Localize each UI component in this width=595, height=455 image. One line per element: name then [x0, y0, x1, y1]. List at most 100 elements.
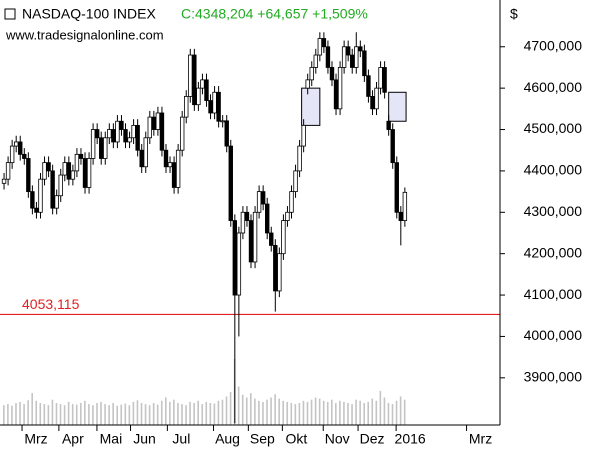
candle-body	[139, 149, 144, 168]
x-tick-label: Okt	[285, 431, 307, 447]
candle-body	[62, 162, 67, 176]
volume-bar	[67, 401, 70, 425]
volume-bar	[335, 403, 337, 425]
volume-bar	[326, 401, 329, 425]
volume-bar	[84, 400, 86, 425]
volume-bar	[15, 403, 17, 425]
candle-body	[54, 195, 59, 209]
candle-body	[1, 178, 7, 184]
volume-bar	[274, 394, 276, 425]
candle-body	[350, 54, 355, 68]
x-tick-label: Jun	[133, 431, 156, 447]
volume-bar	[148, 405, 151, 425]
volume-bar	[375, 400, 378, 425]
candle-body	[240, 211, 246, 234]
volume-bar	[379, 390, 382, 425]
candle-body	[394, 162, 399, 213]
volume-bar	[339, 400, 341, 425]
volume-bar	[51, 399, 54, 425]
volume-bar	[144, 404, 147, 425]
chart-title: NASDAQ-100 INDEX	[22, 6, 156, 22]
volume-bar	[322, 400, 325, 425]
candle-body	[171, 162, 177, 188]
candle-body	[115, 120, 120, 143]
candle-body	[107, 129, 112, 139]
volume-bar	[306, 401, 309, 425]
x-tick-label: Apr	[62, 431, 84, 447]
candle-body	[236, 232, 242, 296]
candle-body	[232, 220, 238, 296]
volume-bar	[19, 401, 21, 425]
volume-bar	[298, 403, 301, 425]
volume-bar	[128, 405, 131, 425]
volume-bar	[278, 398, 280, 425]
candle-body	[256, 191, 262, 213]
volume-bar	[310, 399, 313, 425]
volume-bar	[181, 404, 183, 425]
window-icon[interactable]	[4, 8, 16, 20]
volume-bar	[201, 404, 204, 425]
volume-bar	[399, 396, 402, 425]
volume-bar	[75, 404, 78, 425]
candle-body	[26, 158, 31, 193]
candle-body	[151, 116, 157, 130]
volume-bar	[55, 403, 58, 425]
volume-bar	[35, 400, 38, 425]
volume-bar	[250, 393, 252, 425]
volume-bar	[294, 404, 297, 425]
candle-body	[224, 120, 229, 147]
volume-bar	[164, 397, 167, 425]
x-tick-label: Aug	[215, 431, 240, 447]
candle-body	[260, 191, 266, 205]
candle-body	[333, 79, 339, 110]
y-tick-label: 4600,000	[524, 79, 583, 95]
candle-body	[18, 141, 23, 155]
volume-bar	[63, 405, 66, 425]
volume-bar	[140, 403, 143, 425]
candle-body	[248, 220, 254, 263]
y-tick-label: 4100,000	[524, 286, 583, 302]
volume-bar	[270, 397, 272, 425]
volume-bar	[262, 401, 264, 425]
candle-body	[175, 149, 181, 188]
candle-body	[362, 50, 367, 77]
y-unit: $	[510, 6, 518, 22]
volume-bar	[132, 401, 135, 425]
volume-bar	[391, 404, 394, 425]
candle-body	[390, 129, 395, 164]
volume-bar	[229, 392, 232, 425]
y-tick-label: 4200,000	[524, 244, 583, 260]
candle-body	[297, 145, 302, 172]
candle-body	[212, 91, 217, 114]
volume-bar	[318, 398, 321, 425]
candle-body	[252, 211, 258, 263]
candle-body	[325, 46, 331, 68]
x-tick-label: Dez	[360, 431, 385, 447]
x-tick-label: Nov	[325, 431, 350, 447]
candle-body	[22, 153, 27, 159]
volume-bar	[221, 399, 224, 425]
volume-bar	[225, 396, 228, 425]
volume-bar	[351, 404, 353, 425]
x-tick-label: Mrz	[469, 431, 492, 447]
candle-body	[70, 170, 76, 180]
volume-bar	[282, 400, 285, 425]
volume-bar	[3, 405, 5, 425]
candle-body	[99, 137, 104, 159]
candle-body	[301, 124, 306, 147]
x-tick-label: Mai	[100, 431, 123, 447]
volume-bar	[403, 399, 406, 425]
volume-bar	[92, 405, 94, 425]
volume-bar	[31, 393, 33, 425]
volume-bar	[343, 401, 345, 425]
volume-bar	[39, 403, 42, 425]
candle-body	[82, 158, 88, 188]
candle-body	[94, 129, 100, 139]
candle-body	[208, 100, 213, 114]
candle-body	[66, 162, 72, 180]
candle-body	[155, 112, 161, 130]
candle-body	[147, 116, 152, 139]
y-tick-label: 4000,000	[524, 327, 583, 343]
